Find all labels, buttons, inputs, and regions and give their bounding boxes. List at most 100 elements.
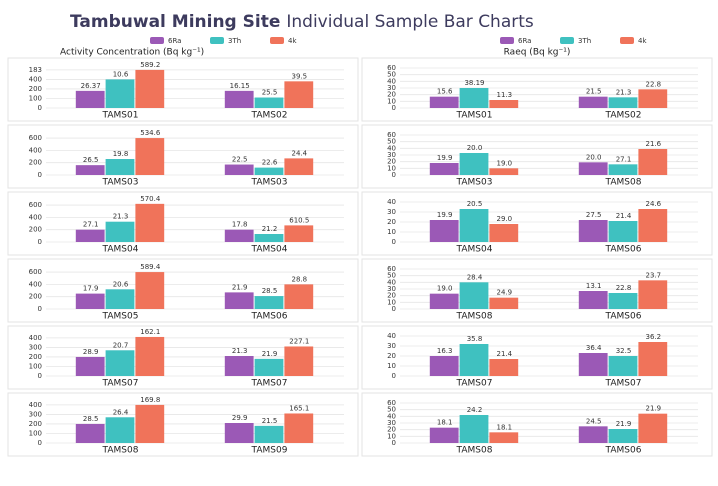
bar [638,209,668,242]
x-tick-label: TAMS07 [102,379,139,389]
x-tick-label: TAMS04 [102,245,139,255]
y-tick-label: 200 [29,353,42,361]
bar [224,164,254,175]
y-tick-label: 50 [387,138,396,146]
y-tick-label: 40 [387,278,396,286]
y-tick-label: 0 [392,238,396,246]
bar [459,415,489,443]
data-label: 27.1 [83,221,99,229]
bar [608,356,638,376]
x-tick-label: TAMS03 [102,178,139,188]
x-tick-label: TAMS02 [251,111,288,121]
bar [75,423,105,443]
data-label: 22.5 [232,156,248,164]
y-tick-label: 0 [392,372,396,380]
data-label: 28.8 [292,275,308,283]
data-label: 165.1 [289,404,309,412]
data-label: 19.0 [437,285,453,293]
data-label: 169.8 [140,396,160,404]
bar [105,221,135,242]
y-tick-label: 20 [387,218,396,226]
bar [135,69,165,108]
panel [361,258,713,323]
y-tick-label: 30 [387,342,396,350]
y-tick-label: 40 [387,144,396,152]
data-label: 29.9 [232,414,248,422]
x-tick-label: TAMS04 [456,245,493,255]
data-label: 21.9 [232,283,248,291]
data-label: 21.6 [646,140,662,148]
bar [75,293,105,309]
data-label: 39.5 [292,72,308,80]
bar [284,413,314,443]
data-label: 23.7 [646,271,662,279]
y-tick-label: 0 [392,439,396,447]
data-label: 24.6 [646,200,662,208]
data-label: 38.19 [464,79,484,87]
data-label: 32.5 [616,347,632,355]
bar [608,221,638,242]
data-label: 21.5 [586,88,602,96]
x-tick-label: TAMS07 [251,379,288,389]
data-label: 29.0 [497,215,513,223]
bar [429,163,459,175]
bar [75,90,105,108]
legend-label: 3Th [578,37,591,45]
panel [7,392,359,457]
data-label: 570.4 [140,195,161,203]
bar [489,297,519,309]
data-label: 21.9 [262,350,278,358]
y-tick-label: 200 [29,159,42,167]
bar [459,344,489,376]
data-label: 20.0 [467,144,483,152]
data-label: 17.9 [83,285,99,293]
y-tick-label: 40 [387,77,396,85]
bar [284,225,314,242]
legend-swatch [560,37,574,44]
y-tick-label: 0 [38,238,42,246]
data-label: 21.3 [616,88,632,96]
bar [254,167,284,175]
page-title: Tambuwal Mining Site Individual Sample Ba… [70,12,534,32]
bar [224,90,254,108]
data-label: 19.0 [497,159,513,167]
y-tick-label: 400 [29,75,42,83]
bar [459,153,489,175]
bar [459,282,489,309]
bar [608,429,638,443]
x-tick-label: TAMS01 [102,111,139,121]
data-label: 534.6 [140,129,161,137]
y-tick-label: 600 [29,134,42,142]
legend-label: 6Ra [518,37,531,45]
y-tick-label: 20 [387,91,396,99]
y-tick-label: 200 [29,85,42,93]
data-label: 10.6 [113,70,129,78]
bar [608,164,638,175]
bar [608,97,638,108]
y-tick-label: 0 [38,372,42,380]
y-tick-label: 20 [387,352,396,360]
bar [429,96,459,108]
y-tick-label: 0 [392,171,396,179]
x-tick-label: TAMS07 [605,379,642,389]
data-label: 36.2 [646,333,662,341]
bar [254,296,284,309]
data-label: 22.6 [262,159,278,167]
data-label: 16.3 [437,347,453,355]
y-tick-label: 40 [387,412,396,420]
data-label: 21.5 [262,417,278,425]
bar [638,280,668,309]
y-tick-label: 40 [387,332,396,340]
bar [429,427,459,443]
panel [7,57,359,122]
y-tick-label: 10 [387,362,396,370]
y-tick-label: 183 [29,66,42,74]
y-tick-label: 50 [387,272,396,280]
y-tick-label: 60 [387,64,396,72]
y-tick-label: 40 [387,198,396,206]
bar [608,293,638,309]
bar [105,417,135,443]
panel [7,325,359,390]
y-tick-label: 50 [387,71,396,79]
